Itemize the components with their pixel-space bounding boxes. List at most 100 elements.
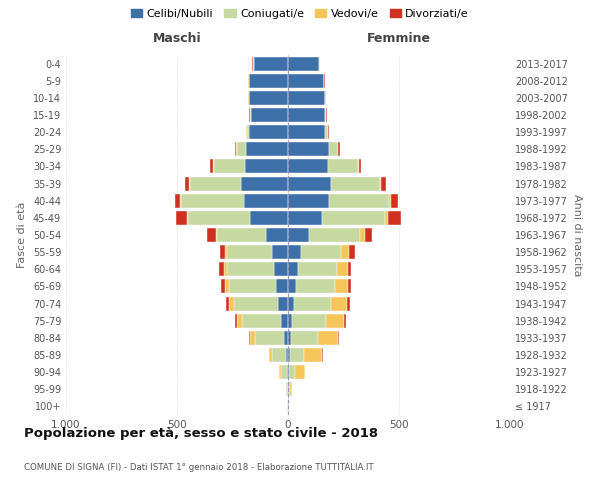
Bar <box>217 228 266 242</box>
Bar <box>348 262 351 276</box>
Bar <box>381 176 386 190</box>
Bar <box>304 348 322 362</box>
Bar <box>281 314 288 328</box>
Bar <box>325 125 328 139</box>
Bar <box>250 108 251 122</box>
Bar <box>189 176 190 190</box>
Bar <box>286 382 287 396</box>
Bar <box>284 331 288 345</box>
Bar <box>288 160 328 173</box>
Bar <box>288 245 301 259</box>
Bar <box>288 331 292 345</box>
Bar <box>225 280 229 293</box>
Bar <box>318 331 338 345</box>
Bar <box>288 228 309 242</box>
Bar <box>288 211 322 225</box>
Bar <box>288 314 292 328</box>
Bar <box>288 108 325 122</box>
Bar <box>292 314 326 328</box>
Bar <box>276 280 288 293</box>
Bar <box>272 245 288 259</box>
Bar <box>221 280 225 293</box>
Bar <box>210 160 212 173</box>
Bar <box>358 160 359 173</box>
Bar <box>288 56 319 70</box>
Bar <box>250 331 254 345</box>
Bar <box>288 74 323 88</box>
Bar <box>288 176 331 190</box>
Bar <box>254 56 288 70</box>
Bar <box>337 262 348 276</box>
Bar <box>331 296 347 310</box>
Bar <box>278 296 288 310</box>
Bar <box>365 228 373 242</box>
Bar <box>235 142 236 156</box>
Text: Popolazione per età, sesso e stato civile - 2018: Popolazione per età, sesso e stato civil… <box>24 428 378 440</box>
Bar <box>290 382 292 396</box>
Bar <box>242 314 281 328</box>
Bar <box>289 365 295 379</box>
Bar <box>245 160 288 173</box>
Bar <box>241 176 288 190</box>
Bar <box>272 348 286 362</box>
Bar <box>292 331 318 345</box>
Bar <box>287 365 288 379</box>
Bar <box>326 314 343 328</box>
Bar <box>288 365 289 379</box>
Bar <box>181 194 244 207</box>
Bar <box>229 296 233 310</box>
Bar <box>338 142 340 156</box>
Bar <box>175 194 181 207</box>
Bar <box>250 211 288 225</box>
Bar <box>295 365 305 379</box>
Bar <box>289 382 290 396</box>
Text: Femmine: Femmine <box>367 32 431 44</box>
Bar <box>309 228 360 242</box>
Bar <box>335 280 348 293</box>
Bar <box>226 296 229 310</box>
Bar <box>176 211 187 225</box>
Bar <box>288 280 296 293</box>
Bar <box>279 365 281 379</box>
Bar <box>214 160 245 173</box>
Bar <box>225 245 227 259</box>
Bar <box>246 142 288 156</box>
Bar <box>207 228 216 242</box>
Bar <box>237 314 242 328</box>
Bar <box>338 331 339 345</box>
Bar <box>290 348 304 362</box>
Bar <box>325 108 326 122</box>
Bar <box>188 211 250 225</box>
Bar <box>216 228 217 242</box>
Bar <box>341 245 349 259</box>
Bar <box>347 296 350 310</box>
Bar <box>298 262 337 276</box>
Bar <box>301 245 341 259</box>
Bar <box>274 262 288 276</box>
Bar <box>249 125 288 139</box>
Bar <box>227 245 272 259</box>
Bar <box>220 245 225 259</box>
Y-axis label: Fasce di età: Fasce di età <box>17 202 27 268</box>
Bar <box>254 331 284 345</box>
Bar <box>380 176 381 190</box>
Y-axis label: Anni di nascita: Anni di nascita <box>572 194 581 276</box>
Bar <box>212 160 214 173</box>
Bar <box>233 296 278 310</box>
Bar <box>266 228 288 242</box>
Bar <box>348 280 351 293</box>
Bar <box>185 176 189 190</box>
Bar <box>288 348 290 362</box>
Bar <box>227 262 274 276</box>
Bar <box>329 142 338 156</box>
Bar <box>269 348 272 362</box>
Text: Maschi: Maschi <box>152 32 202 44</box>
Bar <box>286 348 288 362</box>
Bar <box>385 211 388 225</box>
Bar <box>389 194 391 207</box>
Bar <box>391 194 398 207</box>
Bar <box>219 262 224 276</box>
Bar <box>288 262 298 276</box>
Legend: Celibi/Nubili, Coniugati/e, Vedovi/e, Divorziati/e: Celibi/Nubili, Coniugati/e, Vedovi/e, Di… <box>128 6 472 22</box>
Bar <box>343 314 346 328</box>
